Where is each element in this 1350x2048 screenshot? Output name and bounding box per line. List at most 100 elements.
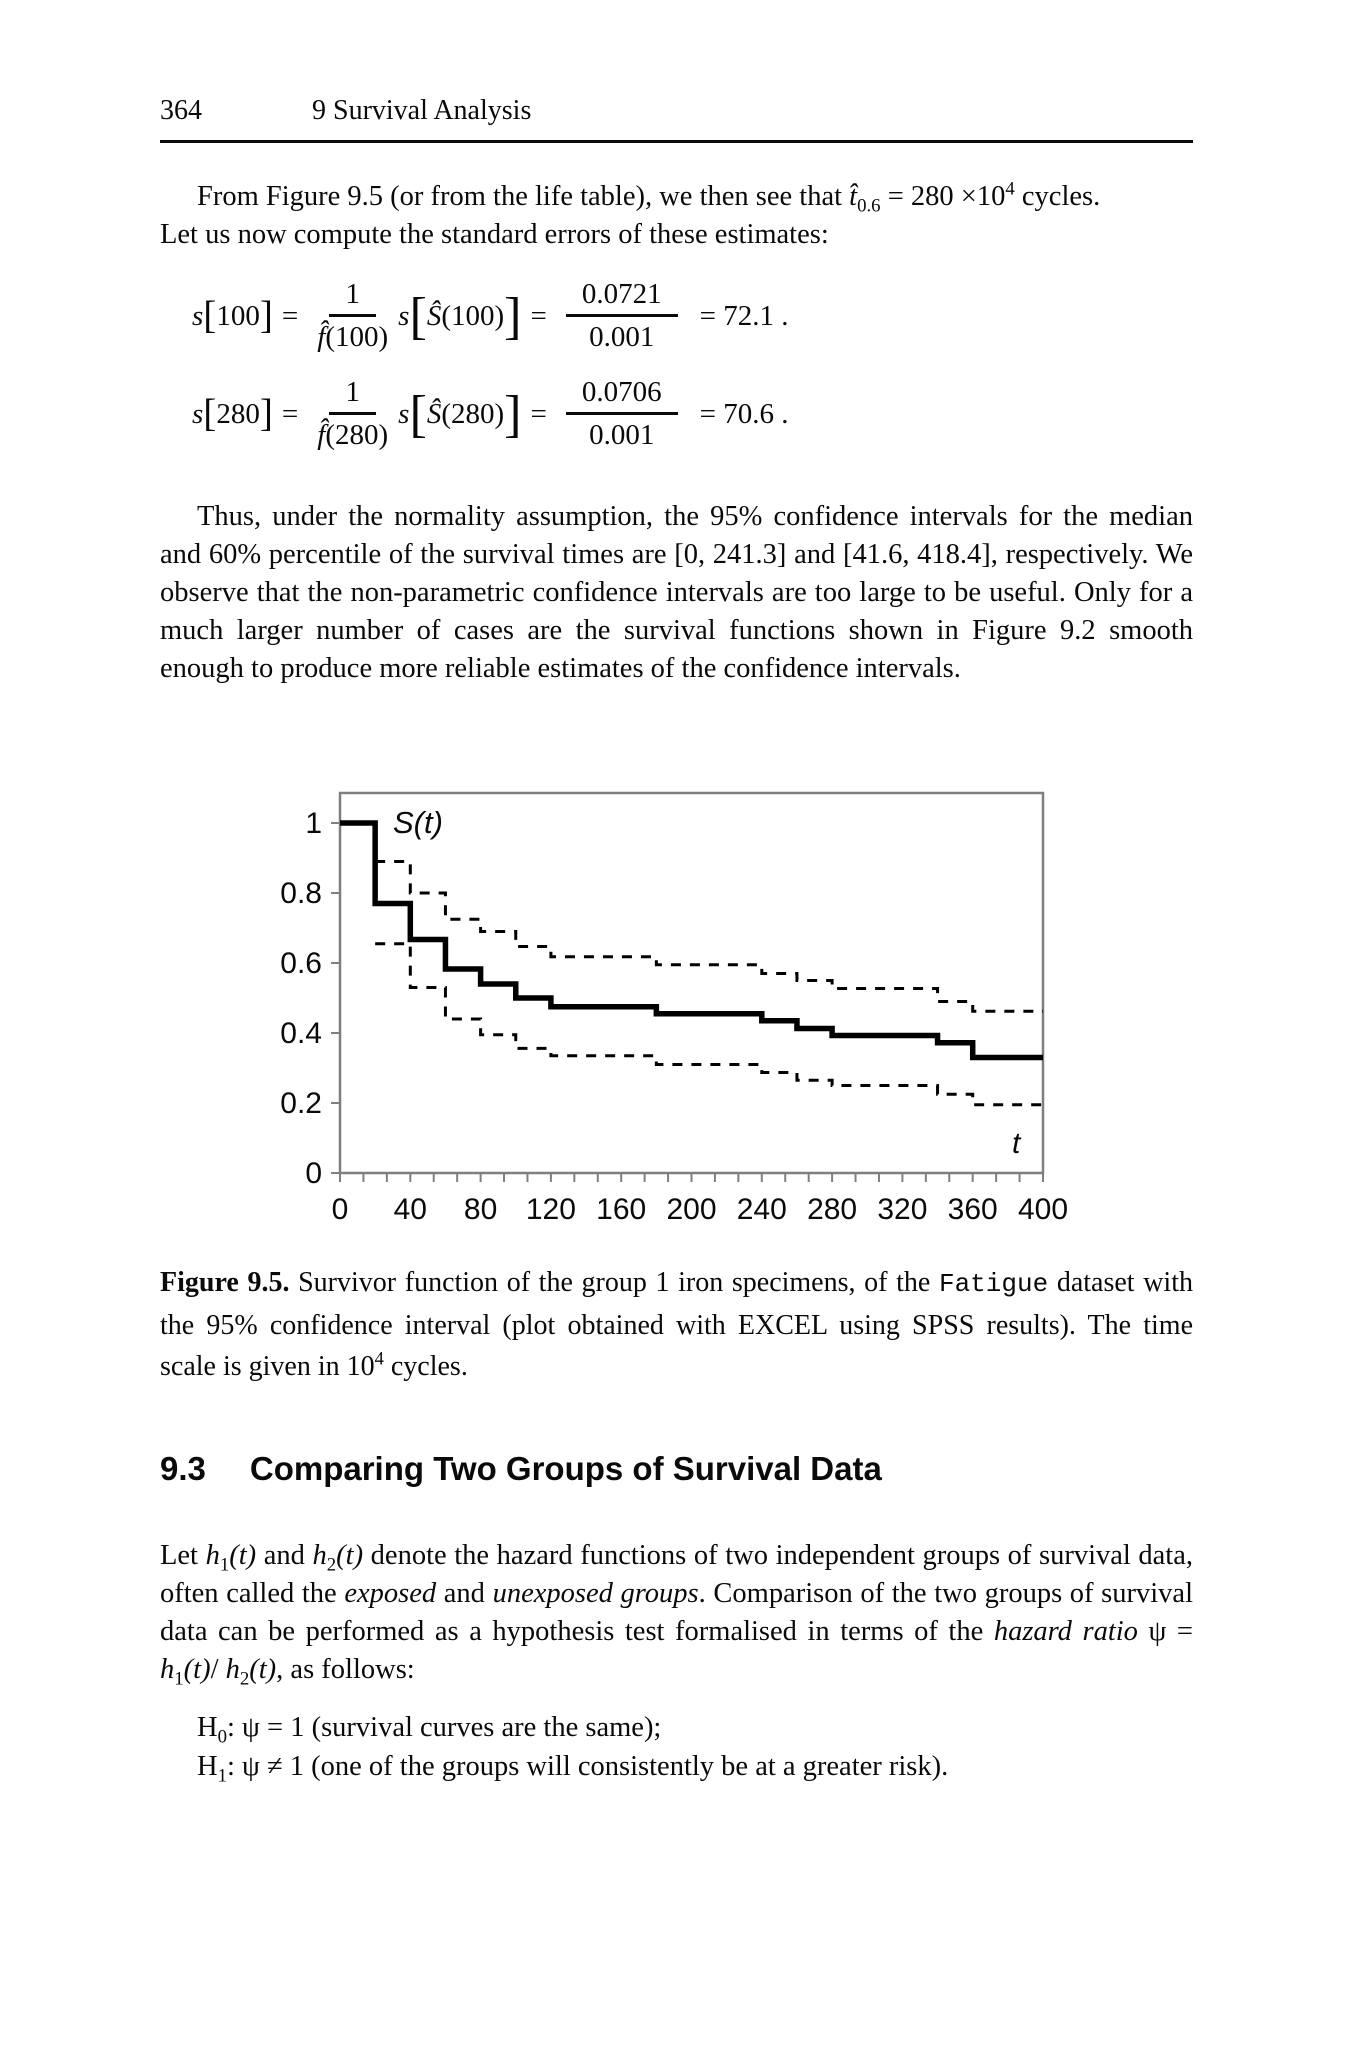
s-hat-arg: (280) (441, 397, 505, 430)
open-bracket-tall: [ (409, 384, 427, 443)
x-tick-label: 120 (526, 1193, 576, 1226)
hypothesis-h1: H1: ψ ≠ 1 (one of the groups will consis… (197, 1747, 948, 1786)
numerator: 1 (329, 376, 376, 415)
h1-arg: (t) (229, 1540, 257, 1571)
compare-text: denote the hazard functions of two indep… (160, 1540, 1193, 1609)
psi-equals: ψ = (1137, 1616, 1194, 1647)
caption-label: Figure 9.5. (160, 1267, 290, 1298)
open-bracket-tall: [ (409, 286, 427, 345)
y-tick-label: 1 (305, 807, 322, 840)
caption-text-2: dataset with the 95% confidence interval… (160, 1267, 1193, 1382)
h2-subscript: 2 (326, 1554, 337, 1576)
normality-paragraph: Thus, under the normality assumption, th… (160, 501, 1193, 684)
hazard-h2: h (312, 1540, 327, 1571)
h2-arg: (t) (336, 1540, 364, 1571)
h1-symbol: H (197, 1751, 218, 1782)
equals-sign: = (530, 397, 547, 430)
open-bracket: [ (203, 392, 217, 436)
denominator: f̂(100) (317, 317, 388, 354)
x-tick-label: 200 (666, 1193, 716, 1226)
intro-equals: = 280 (880, 181, 961, 212)
y-tick-label: 0.6 (280, 947, 322, 980)
eq-arg: 100 (216, 299, 260, 332)
eq-var-s: s (398, 397, 410, 430)
eq-var-s: s (192, 299, 204, 332)
x-tick-label: 240 (737, 1193, 787, 1226)
h1-subscript: 1 (217, 1765, 227, 1787)
section-title: Comparing Two Groups of Survival Data (249, 1450, 882, 1487)
compare-text: and (256, 1540, 313, 1571)
h1-subscript: 1 (174, 1668, 184, 1690)
s-hat: Ŝ (426, 299, 442, 332)
plot-frame (338, 791, 1045, 1175)
compare-text: Let (160, 1540, 206, 1571)
survivor-function (340, 820, 1043, 1061)
h1-subscript: 1 (219, 1554, 230, 1576)
x-tick-label: 160 (596, 1193, 646, 1226)
fraction-one-over-f: 1 f̂(280) (317, 376, 388, 452)
hazard-h2: h (225, 1654, 240, 1685)
eq-arg: 280 (216, 397, 260, 430)
equation-result: = 70.6 . (699, 397, 789, 430)
intro-line-2: Let us now compute the standard errors o… (160, 219, 829, 250)
equals-sign: = (281, 397, 299, 430)
denominator: 0.001 (589, 419, 655, 451)
numerator: 1 (329, 278, 376, 317)
dataset-name-code: Fatigue (938, 1269, 1049, 1299)
hypotheses-block: H0: ψ = 1 (survival curves are the same)… (197, 1708, 948, 1786)
numerator: 0.0721 (565, 278, 678, 317)
compare-text: and (436, 1578, 493, 1609)
fraction-se: 0.0721 0.001 (565, 278, 678, 354)
x-axis-label: t (1012, 1127, 1022, 1160)
intro-paragraph: From Figure 9.5 (or from the life table)… (160, 178, 1193, 254)
x-tick-label: 280 (807, 1193, 857, 1226)
f-hat: f̂ (317, 321, 326, 353)
compare-text: , as follows: (276, 1654, 415, 1685)
fraction-se: 0.0706 0.001 (565, 376, 678, 452)
close-bracket: ] (259, 294, 273, 338)
y-tick-label: 0.4 (280, 1017, 322, 1050)
section-number: 9.3 (160, 1450, 206, 1487)
numerator: 0.0706 (565, 376, 678, 415)
x-tick-label: 0 (332, 1193, 349, 1226)
caption-text-1: Survivor function of the group 1 iron sp… (289, 1267, 939, 1298)
section-heading: 9.3 Comparing Two Groups of Survival Data (160, 1450, 882, 1488)
exposed-term: exposed (344, 1578, 437, 1609)
x-tick-label: 80 (464, 1193, 497, 1226)
equals-sign: = (530, 299, 547, 332)
s-hat-arg: (100) (441, 299, 505, 332)
hazard-h1: h (160, 1654, 175, 1685)
ratio-slash: / (210, 1654, 226, 1685)
denominator: 0.001 (589, 321, 655, 353)
chapter-header: 9 Survival Analysis (312, 95, 532, 126)
figure-caption: Figure 9.5. Survivor function of the gro… (160, 1262, 1193, 1387)
unexposed-term: unexposed groups (492, 1578, 699, 1609)
h2-subscript: 2 (239, 1668, 250, 1690)
exponent: 4 (1005, 178, 1015, 200)
equations-block: s[100] = 1 f̂(100) s[Ŝ (100)] = 0.0721 0.0… (192, 278, 789, 452)
equation-row-s100: s[100] = 1 f̂(100) s[Ŝ (100)] = 0.0721 0.0… (192, 278, 789, 354)
h0-subscript: 0 (217, 1726, 227, 1748)
times-ten: ×10 (960, 181, 1006, 212)
denominator: f̂(280) (317, 415, 388, 452)
eq-var-s: s (398, 299, 410, 332)
compare-text: . Comparison of the two groups of surviv… (160, 1578, 1193, 1647)
upper-95pct-ci (375, 860, 1043, 1013)
page-number: 364 (160, 95, 202, 126)
h0-statement: : ψ = 1 (survival curves are the same); (227, 1712, 662, 1743)
x-tick-label: 320 (877, 1193, 927, 1226)
lower-95pct-ci (375, 942, 1043, 1107)
header-rule (160, 140, 1193, 143)
intro-units: cycles. (1014, 181, 1101, 212)
x-tick-label: 40 (394, 1193, 427, 1226)
x-tick-label: 360 (948, 1193, 998, 1226)
intro-text: From Figure 9.5 (or from the life table)… (197, 181, 850, 212)
survivor-plot: 0 0.2 0.4 0.6 0.8 1 0 40 80 120 160 200 240 280 320 360… (280, 791, 1068, 1226)
s-hat: Ŝ (426, 397, 442, 430)
fraction-one-over-f: 1 f̂(100) (317, 278, 388, 354)
y-tick-label: 0.2 (280, 1087, 322, 1120)
h1-arg: (t) (183, 1654, 211, 1685)
curve-label-st: S(t) (393, 805, 443, 840)
equation-result: = 72.1 . (699, 299, 789, 332)
h0-symbol: H (197, 1712, 218, 1743)
